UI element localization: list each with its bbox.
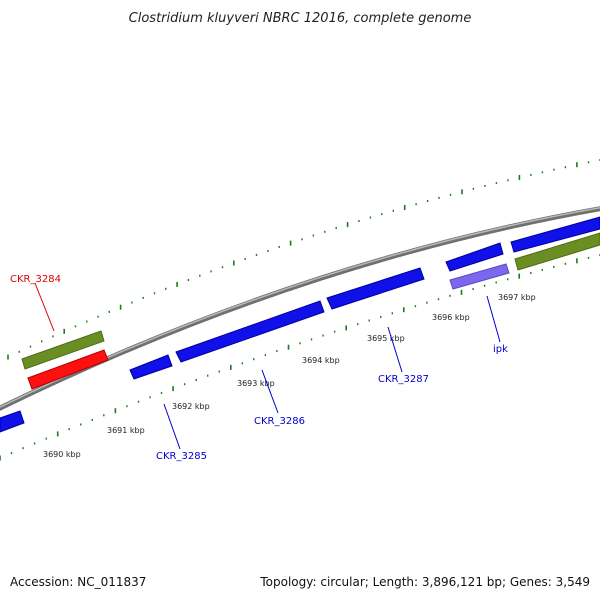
gene-blue-3693[interactable] <box>175 300 325 363</box>
scale-label-3697: 3697 kbp <box>498 293 536 302</box>
gene-blue-3695[interactable] <box>326 267 425 310</box>
scale-label-3690: 3690 kbp <box>43 450 81 459</box>
genome-summary-text: Topology: circular; Length: 3,896,121 bp… <box>259 575 590 589</box>
inner-tick-ring <box>0 254 600 461</box>
gene-label-ckr-3287[interactable]: CKR_3287 <box>378 374 429 385</box>
label-leaders <box>34 282 501 450</box>
accession-text: Accession: NC_011837 <box>10 575 146 589</box>
gene-label-ipk[interactable]: ipk <box>493 344 508 355</box>
leader-ckr-3286 <box>261 369 279 414</box>
map-title: Clostridium kluyveri NBRC 12016, complet… <box>129 11 472 26</box>
gene-blue-left-edge[interactable] <box>0 410 25 433</box>
scale-labels: 3690 kbp 3691 kbp 3692 kbp 3693 kbp 3694… <box>43 293 536 459</box>
gene-ipk[interactable] <box>449 263 510 290</box>
scale-label-3693: 3693 kbp <box>237 379 275 388</box>
leader-ipk <box>486 295 501 343</box>
leader-ckr-3284 <box>34 282 55 332</box>
gene-ckr-3284-green[interactable] <box>21 330 105 370</box>
gene-ipk-region-green[interactable] <box>514 232 600 271</box>
gene-label-ckr-3285[interactable]: CKR_3285 <box>156 451 207 462</box>
scale-label-3696: 3696 kbp <box>432 313 470 322</box>
scale-label-3695: 3695 kbp <box>367 334 405 343</box>
gene-blue-3692[interactable] <box>129 354 173 380</box>
outer-tick-ring <box>7 159 600 360</box>
gene-blue-3696[interactable] <box>445 242 504 272</box>
gene-ckr-3284-red[interactable] <box>27 349 109 390</box>
leader-ckr-3287 <box>387 326 403 373</box>
leader-ckr-3285 <box>163 403 181 450</box>
scale-label-3692: 3692 kbp <box>172 402 210 411</box>
gene-label-ckr-3284[interactable]: CKR_3284 <box>10 274 61 285</box>
gene-label-ckr-3286[interactable]: CKR_3286 <box>254 416 305 427</box>
gene-blue-3697[interactable] <box>510 216 600 253</box>
scale-label-3691: 3691 kbp <box>107 426 145 435</box>
scale-label-3694: 3694 kbp <box>302 356 340 365</box>
